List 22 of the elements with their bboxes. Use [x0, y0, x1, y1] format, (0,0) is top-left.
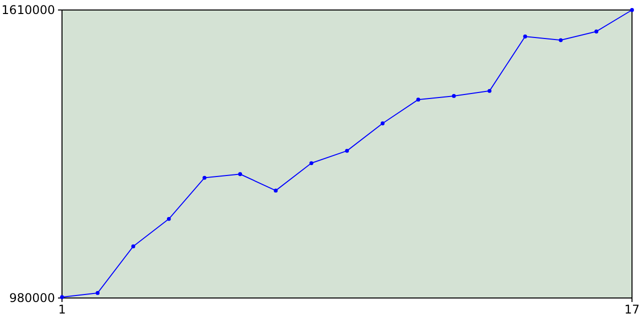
- line-series: [60, 8, 634, 300]
- point: [131, 244, 136, 248]
- x-tick-label: 17: [624, 302, 640, 317]
- point: [416, 98, 420, 102]
- point: [630, 8, 634, 12]
- point: [96, 291, 100, 295]
- point: [558, 38, 563, 42]
- point: [523, 34, 528, 38]
- point: [309, 161, 314, 166]
- x-tick-label: 1: [58, 302, 66, 317]
- point: [60, 295, 64, 300]
- point: [345, 148, 349, 153]
- y-tick-label: 980000: [9, 290, 55, 305]
- point: [166, 216, 171, 221]
- point: [452, 94, 456, 98]
- point: [238, 172, 242, 176]
- point: [594, 30, 598, 34]
- point: [488, 88, 492, 93]
- y-tick-label: 1610000: [2, 2, 55, 17]
- point: [274, 188, 278, 193]
- point: [380, 121, 385, 126]
- point: [202, 176, 206, 180]
